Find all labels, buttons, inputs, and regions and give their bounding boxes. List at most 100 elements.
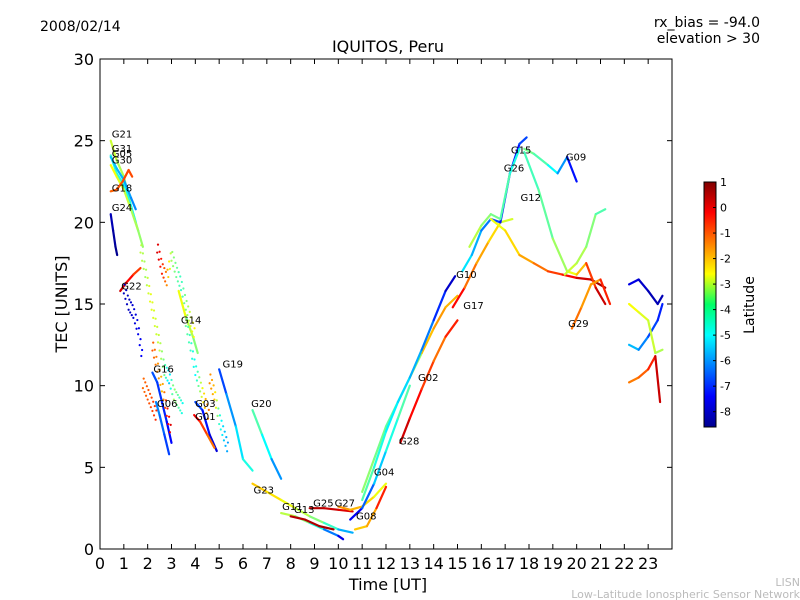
series-segment-g10	[372, 430, 388, 469]
series-segment-g20	[260, 433, 273, 461]
series-segment-g13	[303, 518, 321, 528]
scatter-point	[133, 322, 137, 325]
colorbar-tick-label: -5	[720, 329, 731, 342]
series-segment-g32	[599, 278, 612, 306]
y-tick-label: 10	[74, 377, 94, 396]
scatter-point	[212, 384, 215, 387]
scatter-point	[123, 283, 126, 286]
scatter-point	[173, 270, 176, 273]
y-tick-label: 30	[74, 50, 94, 69]
scatter-point	[195, 379, 199, 382]
scatter-point	[185, 299, 188, 303]
scatter-point	[138, 344, 141, 347]
series-segment-g23	[337, 528, 354, 534]
scatter-point	[169, 252, 172, 255]
scatter-point	[164, 376, 168, 379]
x-tick-label: 18	[519, 554, 539, 573]
scatter-point	[157, 377, 160, 380]
scatter-point	[191, 330, 194, 333]
scatter-point	[155, 355, 158, 358]
x-tick-label: 0	[95, 554, 105, 573]
series-segment-g07	[575, 245, 588, 265]
scatter-point	[165, 414, 168, 417]
scatter-point	[226, 450, 229, 453]
scatter-point	[163, 391, 166, 394]
scatter-point	[143, 260, 146, 263]
series-segment-g28	[444, 319, 459, 338]
scatter-point	[204, 397, 207, 401]
scatter-point	[191, 357, 194, 360]
colorbar-tick-label: -1	[720, 227, 731, 240]
series-segment-g07	[563, 262, 578, 276]
scatter-point	[172, 256, 175, 259]
scatter-point	[137, 327, 141, 330]
scatter-point	[144, 275, 147, 279]
series-segment-g06	[154, 400, 161, 417]
x-tick-label: 13	[400, 554, 420, 573]
scatter-point	[159, 342, 162, 345]
scatter-point	[162, 276, 165, 279]
y-axis: 0 5 10 15 20 25 30	[74, 50, 672, 559]
scatter-point	[145, 284, 148, 287]
data-layer	[109, 136, 664, 541]
series-label-g20: G20	[251, 399, 271, 410]
colorbar-tick-label: -3	[720, 278, 731, 291]
scatter-point	[164, 363, 167, 367]
scatter-point	[139, 338, 142, 341]
series-segment-g34	[637, 335, 650, 351]
chart-title: IQUITOS, Peru	[332, 37, 444, 56]
scatter-point	[169, 387, 172, 390]
scatter-point	[160, 390, 164, 393]
series-segment-g04	[396, 384, 411, 420]
x-axis-label: Time [UT]	[348, 575, 427, 594]
scatter-point	[128, 298, 131, 301]
scatter-point	[193, 327, 196, 330]
date-label: 2008/02/14	[40, 19, 121, 35]
scatter-point	[216, 414, 219, 417]
series-label-g13: G13	[294, 505, 314, 516]
series-segment-g14	[177, 289, 187, 319]
scatter-point	[217, 407, 220, 410]
scatter-point	[199, 381, 202, 384]
scatter-point	[189, 324, 192, 328]
x-tick-label: 11	[352, 554, 372, 573]
scatter-point	[163, 373, 166, 377]
scatter-point	[146, 276, 149, 279]
scatter-point	[192, 365, 195, 368]
series-segment-g05	[122, 178, 133, 199]
scatter-point	[142, 377, 145, 380]
series-segment-g17	[475, 240, 490, 265]
scatter-point	[162, 358, 165, 361]
scatter-point	[125, 289, 128, 292]
scatter-point	[153, 348, 156, 351]
scatter-point	[175, 275, 178, 279]
scatter-point	[143, 390, 146, 394]
series-segment-g20	[270, 458, 283, 480]
series-segment-g02	[361, 458, 376, 493]
scatter-point	[170, 259, 173, 262]
scatter-point	[210, 378, 214, 382]
series-segment-g30	[109, 164, 118, 178]
series-segment-g02	[432, 306, 447, 330]
scatter-point	[172, 398, 175, 401]
series-label-g26: G26	[504, 164, 524, 175]
scatter-point	[200, 395, 203, 398]
scatter-point	[187, 305, 190, 308]
series-segment-g24	[114, 245, 119, 257]
scatter-point	[175, 403, 179, 407]
scatter-point	[203, 406, 206, 409]
scatter-point	[179, 399, 183, 402]
series-label-g27: G27	[335, 499, 355, 510]
scatter-point	[142, 267, 145, 270]
series-segment-g05	[109, 155, 118, 170]
series-segment-g33	[656, 294, 664, 306]
scatter-point	[156, 362, 160, 365]
series-segment-g09	[523, 147, 535, 155]
series-segment-g09	[556, 155, 569, 175]
scatter-point	[124, 297, 127, 300]
scatter-point	[210, 387, 213, 390]
series-segment-g06	[163, 433, 171, 456]
series-segment-g02	[372, 425, 388, 461]
scatter-point	[160, 272, 164, 275]
scatter-point	[166, 379, 169, 382]
